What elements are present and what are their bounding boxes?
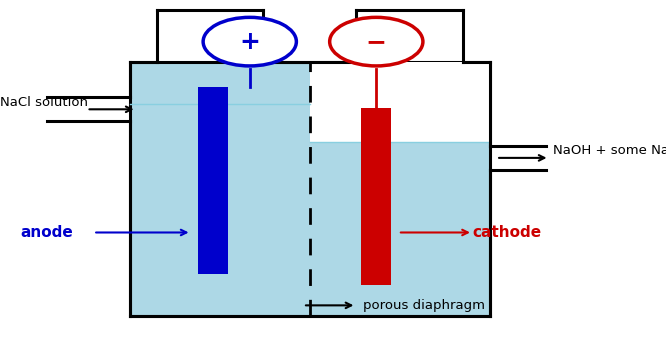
- Text: +: +: [239, 29, 260, 54]
- Bar: [310, 62, 490, 142]
- Text: −: −: [366, 29, 387, 54]
- Bar: [361, 108, 392, 285]
- Text: cathode: cathode: [473, 225, 542, 240]
- Circle shape: [203, 17, 296, 66]
- Text: anode: anode: [20, 225, 73, 240]
- Text: porous diaphragm: porous diaphragm: [363, 299, 485, 312]
- Text: NaCl solution: NaCl solution: [0, 96, 88, 109]
- Text: NaOH + some NaCl: NaOH + some NaCl: [553, 144, 666, 158]
- Circle shape: [330, 17, 423, 66]
- Bar: [130, 62, 490, 316]
- Bar: [198, 87, 228, 274]
